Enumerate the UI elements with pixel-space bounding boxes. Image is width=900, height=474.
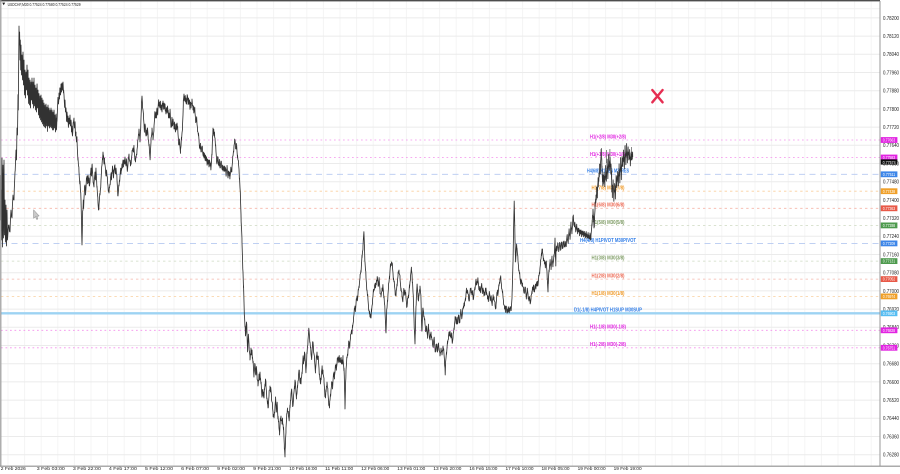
svg-text:0.76751: 0.76751: [883, 345, 896, 350]
svg-text:16 Feb 15:00: 16 Feb 15:00: [469, 466, 497, 472]
svg-text:0.77880: 0.77880: [883, 89, 899, 95]
svg-text:0.77438: 0.77438: [883, 189, 896, 194]
svg-text:0.77583: 0.77583: [883, 155, 896, 160]
svg-text:19 Feb 19:00: 19 Feb 19:00: [614, 466, 642, 472]
svg-text:4 Feb 17:00: 4 Feb 17:00: [109, 466, 137, 472]
svg-text:0.76440: 0.76440: [883, 416, 899, 422]
svg-text:0.77131: 0.77131: [883, 259, 896, 264]
svg-text:0.77160: 0.77160: [883, 252, 899, 258]
svg-text:H1(6/8) M30(6/8): H1(6/8) M30(6/8): [592, 203, 625, 209]
svg-text:0.77320: 0.77320: [883, 216, 899, 222]
svg-text:0.77080: 0.77080: [883, 271, 899, 277]
svg-text:0.76680: 0.76680: [883, 362, 899, 368]
svg-text:0.77663: 0.77663: [883, 138, 896, 143]
svg-text:0.77640: 0.77640: [883, 143, 899, 149]
svg-text:0.77052: 0.77052: [883, 277, 896, 282]
svg-text:18 Feb 05:00: 18 Feb 05:00: [542, 466, 570, 472]
svg-text:0.76903: 0.76903: [883, 311, 896, 316]
svg-text:0.76600: 0.76600: [883, 380, 899, 386]
svg-text:3 Feb 22:00: 3 Feb 22:00: [73, 466, 101, 472]
svg-text:H1(+1/8) M30(+1/8): H1(+1/8) M30(+1/8): [590, 152, 626, 158]
svg-text:0.78040: 0.78040: [883, 52, 899, 58]
svg-text:0.77511: 0.77511: [883, 172, 896, 177]
svg-text:0.77720: 0.77720: [883, 125, 899, 131]
svg-text:0.77363: 0.77363: [883, 206, 896, 211]
svg-text:0.77480: 0.77480: [883, 180, 899, 186]
svg-text:H4(4/8) H1PIVOT M30PIVOT: H4(4/8) H1PIVOT M30PIVOT: [580, 238, 636, 244]
svg-text:10 Feb 16:00: 10 Feb 16:00: [289, 466, 317, 472]
svg-text:9 Feb 02:00: 9 Feb 02:00: [217, 466, 245, 472]
svg-text:0.76280: 0.76280: [883, 453, 899, 459]
svg-text:0.77400: 0.77400: [883, 198, 899, 204]
svg-text:0.77000: 0.77000: [883, 289, 899, 295]
svg-text:D1(-1/8) H4PIVOT H1SUP M30SUP: D1(-1/8) H4PIVOT H1SUP M30SUP: [574, 308, 643, 314]
svg-text:11 Feb 11:00: 11 Feb 11:00: [325, 466, 353, 472]
svg-text:0.77209: 0.77209: [883, 241, 896, 246]
svg-text:3 Feb 03:00: 3 Feb 03:00: [37, 466, 65, 472]
svg-text:USDCHF,M30 0.77524 0.77580 0.: USDCHF,M30 0.77524 0.77580 0.77524 0.775…: [8, 2, 81, 7]
svg-text:H1(5/8) M30(5/8): H1(5/8) M30(5/8): [592, 220, 625, 226]
svg-text:0.77240: 0.77240: [883, 234, 899, 240]
svg-text:13 Feb 20:00: 13 Feb 20:00: [433, 466, 461, 472]
svg-text:2 Feb 2026: 2 Feb 2026: [1, 466, 26, 472]
svg-text:H1(+2/8) M30(+2/8): H1(+2/8) M30(+2/8): [590, 134, 626, 140]
svg-text:17 Feb 10:00: 17 Feb 10:00: [506, 466, 534, 472]
svg-text:0.77960: 0.77960: [883, 70, 899, 76]
svg-text:0.77288: 0.77288: [883, 223, 896, 228]
svg-text:0.76920: 0.76920: [883, 307, 899, 313]
svg-text:12 Feb 06:00: 12 Feb 06:00: [361, 466, 389, 472]
svg-text:6 Feb 07:00: 6 Feb 07:00: [181, 466, 209, 472]
svg-text:0.76360: 0.76360: [883, 434, 899, 440]
svg-text:H1(-1/8) M30(-1/8): H1(-1/8) M30(-1/8): [590, 325, 626, 331]
svg-text:0.76974: 0.76974: [883, 294, 896, 299]
svg-text:H1(1/8) M30(1/8): H1(1/8) M30(1/8): [592, 291, 625, 297]
svg-text:H1(2/8) M30(2/8): H1(2/8) M30(2/8): [592, 274, 625, 280]
svg-text:H1(3/8) M30(3/8): H1(3/8) M30(3/8): [592, 256, 625, 262]
svg-text:0.78120: 0.78120: [883, 34, 899, 40]
svg-text:13 Feb 01:00: 13 Feb 01:00: [397, 466, 425, 472]
svg-text:H1(7/8) M30(7/8): H1(7/8) M30(7/8): [592, 186, 625, 192]
svg-text:5 Feb 12:00: 5 Feb 12:00: [145, 466, 173, 472]
svg-text:0.76520: 0.76520: [883, 398, 899, 404]
svg-text:0.78200: 0.78200: [883, 16, 899, 22]
svg-text:H1(-2/8) M30(-2/8): H1(-2/8) M30(-2/8): [590, 342, 626, 348]
svg-text:0.77800: 0.77800: [883, 107, 899, 113]
svg-text:19 Feb 00:00: 19 Feb 00:00: [578, 466, 606, 472]
svg-text:0.77574: 0.77574: [883, 160, 896, 165]
svg-text:9 Feb 21:00: 9 Feb 21:00: [253, 466, 281, 472]
svg-text:0.76828: 0.76828: [883, 328, 896, 333]
